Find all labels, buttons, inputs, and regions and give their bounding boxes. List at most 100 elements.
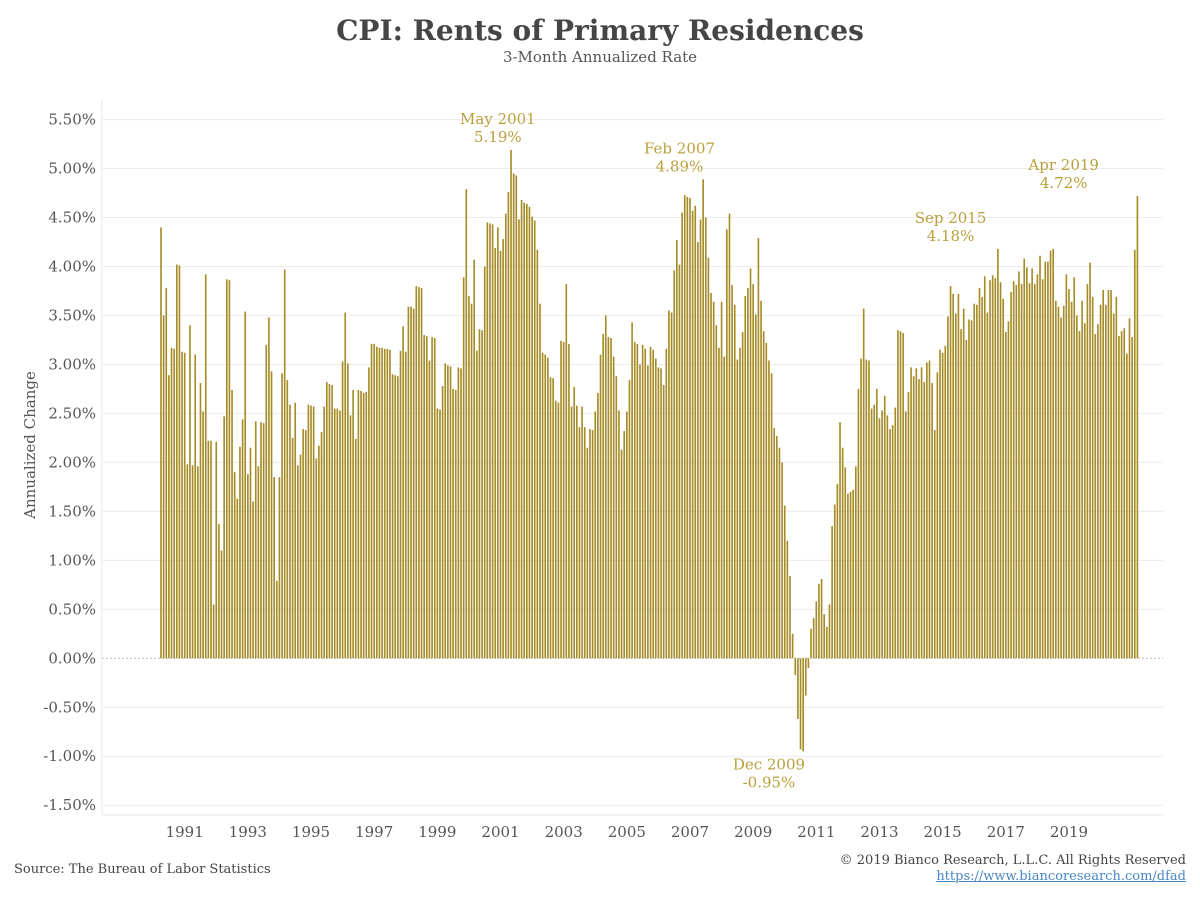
bar [894, 407, 897, 659]
bar [302, 429, 304, 659]
x-tick-label: 1997 [355, 823, 393, 841]
bar [899, 331, 902, 659]
bar [425, 336, 428, 659]
bar [315, 458, 318, 659]
bar [215, 441, 218, 659]
bar [476, 350, 478, 659]
bar [983, 276, 986, 659]
bar [726, 229, 728, 659]
bar [820, 578, 823, 659]
bar [515, 175, 518, 659]
annotation-value: 5.19% [474, 128, 522, 146]
bar [549, 377, 552, 659]
bar [1015, 285, 1018, 659]
bar [468, 295, 470, 659]
bar [225, 279, 228, 659]
bar [904, 411, 907, 659]
bar [431, 337, 433, 659]
bar [499, 250, 502, 659]
y-tick-label: 5.50% [48, 111, 96, 129]
bar [681, 212, 683, 659]
bar [1091, 296, 1094, 659]
bar [494, 247, 497, 659]
bar [976, 304, 978, 659]
bar [478, 329, 481, 659]
website-link[interactable]: https://www.biancoresearch.com/dfad [936, 869, 1186, 884]
bar [1094, 334, 1097, 659]
bar [539, 303, 541, 659]
x-tick-label: 2011 [797, 823, 835, 841]
bar [733, 304, 736, 659]
bar [786, 540, 789, 659]
bar [602, 334, 604, 659]
bar [173, 348, 175, 659]
bar [1060, 317, 1062, 659]
bar [491, 224, 494, 659]
bar [799, 658, 802, 750]
bar [544, 354, 547, 659]
bar [1133, 249, 1136, 659]
bar [631, 322, 633, 659]
y-tick-label: -1.50% [43, 796, 96, 814]
bar [439, 409, 441, 659]
bar [410, 306, 412, 659]
bar [768, 360, 770, 659]
bar [952, 293, 954, 659]
bar [283, 269, 286, 659]
bar [165, 288, 168, 659]
bar [802, 658, 804, 752]
bar [541, 352, 544, 659]
bar [223, 416, 225, 659]
bar [452, 388, 454, 659]
bar [312, 406, 315, 659]
y-tick-label: -0.50% [43, 698, 96, 716]
bar [599, 354, 602, 659]
bar [997, 248, 999, 659]
bar [168, 375, 170, 659]
bar [1039, 255, 1041, 659]
bar [204, 274, 207, 659]
bar [754, 314, 757, 659]
bar [889, 429, 891, 659]
bar [318, 445, 320, 659]
bar [652, 349, 654, 659]
bar [178, 265, 181, 659]
bar [926, 362, 928, 659]
bar [357, 389, 360, 659]
bar [791, 633, 794, 659]
y-tick-label: 4.00% [48, 258, 96, 276]
bar [241, 419, 244, 659]
bar [912, 376, 915, 659]
bar [678, 264, 681, 659]
bar [770, 373, 773, 659]
y-tick-label: 2.00% [48, 453, 96, 471]
bar [597, 392, 599, 659]
bar [502, 239, 504, 659]
bar [612, 356, 615, 659]
bar [207, 440, 210, 659]
bar [1099, 304, 1102, 659]
annotation-date: Sep 2015 [915, 209, 987, 227]
bar [333, 408, 336, 659]
bar [826, 626, 828, 659]
bar [233, 472, 236, 659]
bar [1128, 318, 1131, 659]
bar [197, 466, 199, 659]
bar [804, 658, 807, 696]
bar [947, 316, 949, 659]
bar [1115, 296, 1118, 659]
bar [170, 347, 173, 659]
bar [707, 257, 710, 659]
bar [236, 498, 239, 659]
bar [536, 249, 539, 659]
bar [897, 330, 899, 659]
bar [615, 376, 618, 659]
bar [402, 326, 404, 659]
bar [589, 429, 591, 659]
bar [1097, 324, 1099, 659]
annotation-value: -0.95% [743, 773, 796, 791]
bar [352, 389, 354, 659]
bar [323, 406, 325, 659]
bar [310, 405, 312, 659]
